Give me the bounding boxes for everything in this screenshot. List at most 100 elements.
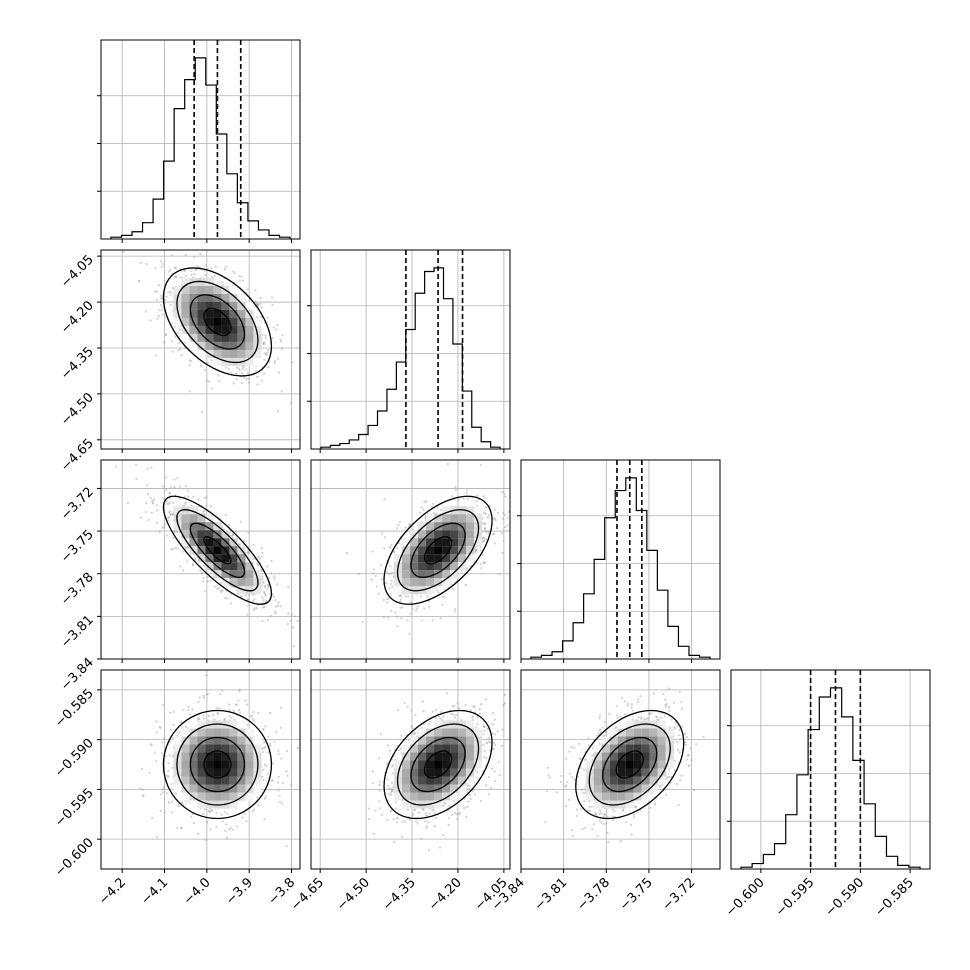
sample-point — [501, 511, 505, 514]
sample-point — [219, 589, 223, 592]
sample-point — [491, 723, 494, 726]
sample-point — [232, 270, 235, 273]
sample-point — [202, 717, 205, 720]
density-cell — [197, 720, 206, 729]
sample-point — [254, 289, 257, 292]
sample-point — [469, 797, 472, 800]
sample-point — [263, 343, 266, 346]
sample-point — [485, 784, 488, 787]
sample-point — [447, 823, 450, 827]
sample-point — [432, 502, 435, 505]
sample-point — [229, 602, 233, 605]
sample-point — [416, 822, 419, 825]
sample-point — [469, 565, 472, 568]
sample-point — [265, 599, 268, 602]
sample-point — [396, 546, 399, 550]
sample-point — [375, 585, 379, 588]
density-cell — [197, 301, 206, 310]
density-cell — [458, 514, 467, 523]
sample-point — [171, 766, 174, 769]
sample-point — [238, 274, 241, 278]
sample-point — [169, 290, 172, 293]
sample-point — [146, 492, 150, 496]
density-cell — [237, 736, 246, 745]
sample-point — [395, 821, 399, 824]
sample-point — [266, 565, 269, 568]
density-cell — [181, 277, 190, 286]
sample-point — [274, 605, 278, 608]
sample-point — [219, 693, 222, 696]
density-cell — [221, 578, 230, 587]
density-cell — [189, 800, 198, 809]
density-cell — [418, 530, 427, 539]
sample-point — [434, 708, 437, 711]
sample-point — [483, 561, 486, 564]
sample-point — [262, 581, 265, 585]
sample-point — [191, 708, 194, 711]
sample-point — [264, 334, 267, 337]
sample-point — [377, 592, 380, 595]
sample-point — [277, 749, 280, 752]
density-cell — [426, 554, 435, 563]
sample-point — [481, 553, 484, 556]
density-cell — [197, 792, 206, 801]
density-cell — [434, 578, 443, 587]
sample-point — [372, 770, 375, 773]
sample-point — [467, 800, 470, 803]
density-cell — [245, 317, 254, 326]
density-cell — [221, 357, 230, 366]
sample-point — [420, 506, 423, 509]
sample-point — [485, 530, 488, 534]
density-cell — [213, 285, 222, 294]
sample-point — [155, 354, 158, 357]
sample-point — [396, 817, 399, 820]
sample-point — [388, 749, 392, 752]
density-cell — [442, 562, 451, 571]
sample-point — [252, 608, 256, 611]
sample-point — [473, 793, 477, 796]
sample-point — [506, 524, 509, 527]
sample-point — [260, 306, 263, 309]
sample-point — [411, 726, 414, 729]
sample-point — [190, 360, 193, 363]
density-cell — [173, 317, 182, 326]
sample-point — [225, 823, 228, 826]
sample-point — [428, 723, 431, 726]
density-cell — [205, 744, 214, 753]
sample-point — [261, 775, 264, 778]
sample-point — [271, 303, 274, 306]
density-cell — [189, 325, 198, 334]
sample-point — [197, 498, 200, 501]
sample-point — [285, 769, 288, 773]
sample-point — [388, 793, 391, 796]
density-cell — [253, 349, 262, 358]
sample-point — [272, 595, 275, 598]
sample-point — [374, 574, 377, 578]
sample-point — [214, 265, 217, 268]
contour-0 — [203, 307, 232, 337]
sample-point — [425, 814, 428, 817]
density-cell — [253, 744, 262, 753]
sample-point — [484, 506, 487, 509]
density-cell — [442, 506, 451, 515]
density-cell — [418, 562, 427, 571]
sample-point — [211, 809, 214, 812]
density-cell — [205, 301, 214, 310]
sample-point — [190, 273, 193, 276]
sample-point — [188, 363, 191, 367]
sample-point — [433, 811, 436, 815]
sample-point — [159, 303, 163, 307]
sample-point — [482, 743, 485, 746]
density-cell — [181, 333, 190, 342]
sample-point — [457, 498, 460, 501]
density-cell — [229, 800, 238, 809]
sample-point — [231, 536, 234, 539]
sample-point — [149, 496, 152, 500]
sample-point — [476, 723, 479, 726]
sample-point — [493, 542, 497, 545]
sample-point — [155, 760, 158, 763]
sample-point — [261, 551, 264, 555]
sample-point — [167, 516, 170, 519]
sample-point — [474, 769, 477, 772]
sample-point — [267, 751, 270, 754]
